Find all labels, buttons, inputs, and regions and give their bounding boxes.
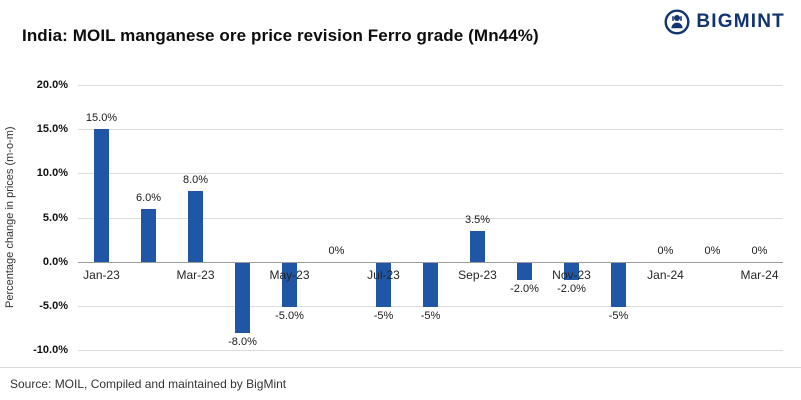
gridline <box>78 129 783 131</box>
bar-value-label: -5.0% <box>275 309 304 322</box>
y-tick-label: 15.0% <box>36 123 68 136</box>
bar-value-label: 15.0% <box>85 112 118 125</box>
x-axis-label: Jan-24 <box>647 267 684 282</box>
y-tick-label: 20.0% <box>36 79 68 91</box>
bar-value-label: 6.0% <box>135 191 162 204</box>
bar-value-label: 3.5% <box>464 213 491 226</box>
source-text: Source: MOIL, Compiled and maintained by… <box>10 377 287 391</box>
x-axis-label: Nov-23 <box>552 267 591 282</box>
bar <box>564 262 579 281</box>
x-axis-label: Jan-23 <box>83 267 120 282</box>
source-note: Source: MOIL, Compiled and maintained by… <box>0 367 801 400</box>
bar <box>517 262 532 281</box>
bar-value-label: 0% <box>751 244 768 257</box>
gridline <box>78 217 783 219</box>
chart-title: India: MOIL manganese ore price revision… <box>22 26 539 45</box>
bar-value-label: -5% <box>608 309 629 322</box>
x-axis-label: Mar-23 <box>176 267 215 282</box>
y-tick-label: -10.0% <box>33 344 68 356</box>
x-axis-label: Sep-23 <box>458 267 497 282</box>
x-axis-label: Mar-24 <box>740 267 779 282</box>
x-axis-label: Jul-23 <box>367 267 400 282</box>
bar <box>423 262 438 307</box>
y-tick-label: 5.0% <box>42 211 68 224</box>
x-axis-label: May-23 <box>269 267 310 282</box>
y-axis-ticks: 20.0% 15.0% 10.0% 5.0% 0.0% -5.0% -10.0% <box>0 79 72 356</box>
bigmint-logo-icon <box>664 9 690 35</box>
gridline <box>78 173 783 175</box>
y-tick-label: -5.0% <box>39 299 68 312</box>
bar-value-label: -5% <box>420 309 441 322</box>
plot-area: 15.0% Jan-23 6.0% 8.0% Mar-23 -8.0% -5.0% May-2… <box>78 85 783 351</box>
bar <box>282 262 297 307</box>
bar-value-label: -5% <box>373 309 394 322</box>
bar <box>611 262 626 307</box>
bar-value-label: 0% <box>328 244 345 257</box>
bar-value-label: -2.0% <box>557 283 586 296</box>
bigmint-logo: BIGMINT <box>664 9 785 35</box>
zero-axis-line <box>78 261 783 263</box>
bar <box>141 208 156 262</box>
y-tick-label: 0.0% <box>42 255 68 268</box>
bar <box>94 129 109 262</box>
gridline <box>78 85 783 86</box>
bigmint-logo-text: BIGMINT <box>696 11 785 32</box>
bar-value-label: -8.0% <box>228 336 257 349</box>
bar-value-label: 0% <box>657 244 674 257</box>
y-tick-label: 10.0% <box>36 167 68 180</box>
bar-value-label: 0% <box>704 244 721 257</box>
bar <box>235 262 250 334</box>
bar <box>470 230 485 262</box>
gridline <box>78 350 783 351</box>
bar-value-label: 8.0% <box>182 174 209 186</box>
bar-value-label: -2.0% <box>510 283 539 296</box>
bar <box>188 191 203 262</box>
bar <box>376 262 391 307</box>
